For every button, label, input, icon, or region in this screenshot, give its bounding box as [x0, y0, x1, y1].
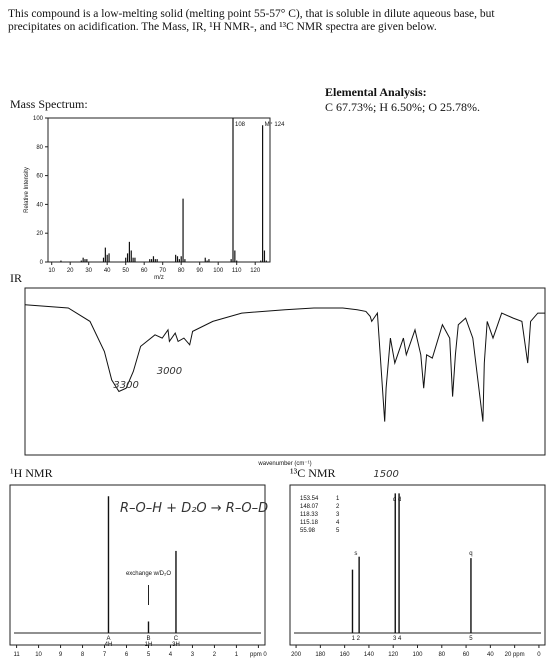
shift-table-cell: 153.54 — [300, 496, 319, 502]
x-tick-label: 9 — [59, 652, 63, 658]
shift-table-cell: 148.07 — [300, 504, 319, 510]
assignment: 1 2 — [352, 636, 361, 642]
ea-title: Elemental Analysis: — [325, 85, 427, 99]
x-tick-label: 80 — [178, 268, 185, 274]
y-tick-label: 60 — [36, 174, 43, 180]
x-tick-label: 10 — [48, 268, 55, 274]
assignment: 5 — [469, 636, 473, 642]
peak-label: 108 — [235, 122, 246, 128]
plot-frame — [24, 287, 546, 456]
x-tick-label: 50 — [122, 268, 129, 274]
x-tick-label: 140 — [364, 652, 375, 658]
plot-frame — [289, 484, 546, 646]
peak-label: M⁺ 124 — [265, 121, 286, 128]
y-tick-label: 100 — [33, 116, 44, 122]
x-tick-label: 100 — [412, 652, 423, 658]
cnmr-label: ¹³C NMR — [290, 466, 336, 480]
problem-text: This compound is a low-melting solid (me… — [8, 8, 495, 33]
x-tick-label: 160 — [340, 652, 351, 658]
integral-h: 3H — [172, 642, 180, 648]
integral-letter: A — [106, 636, 110, 642]
x-tick-label: 2 — [213, 652, 217, 658]
x-tick-label: 180 — [315, 652, 326, 658]
ms-label: Mass Spectrum: — [10, 97, 88, 111]
x-tick-label: 120 — [388, 652, 399, 658]
x-tick-label: 11 — [13, 652, 20, 658]
handwritten-note: R–O–H + D₂O → R–O–D — [120, 501, 268, 516]
x-tick-label: 40 — [104, 268, 111, 274]
handwritten-note: 3000 — [157, 366, 182, 377]
shift-table-cell: 55.98 — [300, 528, 316, 534]
y-tick-label: 20 — [36, 231, 43, 237]
integral-h: 1H — [145, 642, 153, 648]
x-tick-label: 4 — [169, 652, 173, 658]
y-axis-label: Relative Intensity — [24, 167, 30, 213]
ea-text: C 67.73%; H 6.50%; O 25.78%. — [325, 100, 480, 114]
exchange-note: exchange w/D₂O — [126, 571, 171, 577]
multiplicity: q — [469, 551, 472, 557]
multiplicity: d d — [393, 497, 401, 503]
x-tick-label: 20 — [67, 268, 74, 274]
x-tick-label: ppm 0 — [250, 652, 267, 658]
x-tick-label: 30 — [85, 268, 92, 274]
x-tick-label: 20 ppm — [505, 652, 525, 658]
shift-table-cell: 1 — [336, 496, 340, 502]
shift-table-cell: 4 — [336, 520, 340, 526]
x-tick-label: 200 — [291, 652, 302, 658]
integral-letter: B — [146, 636, 150, 642]
x-tick-label: 3 — [191, 652, 195, 658]
ir-label: IR — [10, 271, 22, 285]
x-tick-label: 100 — [213, 268, 224, 274]
shift-table-cell: 115.18 — [300, 520, 319, 526]
x-tick-label: 10 — [35, 652, 42, 658]
plot-frame — [9, 484, 266, 646]
handwritten-note: 1500 — [373, 469, 398, 480]
shift-table-cell: 118.33 — [300, 512, 319, 518]
y-tick-label: 80 — [36, 145, 43, 151]
x-tick-label: 1 — [235, 652, 239, 658]
x-tick-label: 120 — [250, 268, 261, 274]
shift-table-cell: 2 — [336, 504, 340, 510]
x-tick-label: 8 — [81, 652, 85, 658]
x-tick-label: 0 — [537, 652, 541, 658]
plot-frame — [47, 117, 271, 263]
x-tick-label: 60 — [141, 268, 148, 274]
x-axis-label: wavenumber (cm⁻¹) — [257, 461, 311, 467]
integral-letter: C — [174, 636, 179, 642]
x-tick-label: 60 — [463, 652, 470, 658]
assignment: 3 4 — [393, 636, 402, 642]
hnmr-label: ¹H NMR — [10, 466, 53, 480]
shift-table-cell: 3 — [336, 512, 340, 518]
x-tick-label: 40 — [487, 652, 494, 658]
x-tick-label: 90 — [196, 268, 203, 274]
x-tick-label: 70 — [159, 268, 166, 274]
x-axis-label: m/z — [154, 275, 164, 281]
x-tick-label: 110 — [232, 268, 242, 274]
x-tick-label: 5 — [147, 652, 151, 658]
multiplicity: s — [354, 551, 357, 557]
ir-trace — [24, 304, 545, 422]
x-tick-label: 80 — [438, 652, 445, 658]
x-tick-label: 7 — [103, 652, 107, 658]
y-tick-label: 0 — [40, 260, 44, 266]
y-tick-label: 40 — [36, 202, 43, 208]
handwritten-note: 3300 — [113, 380, 138, 391]
integral-h: 4H — [105, 642, 113, 648]
x-tick-label: 6 — [125, 652, 129, 658]
shift-table-cell: 5 — [336, 528, 340, 534]
